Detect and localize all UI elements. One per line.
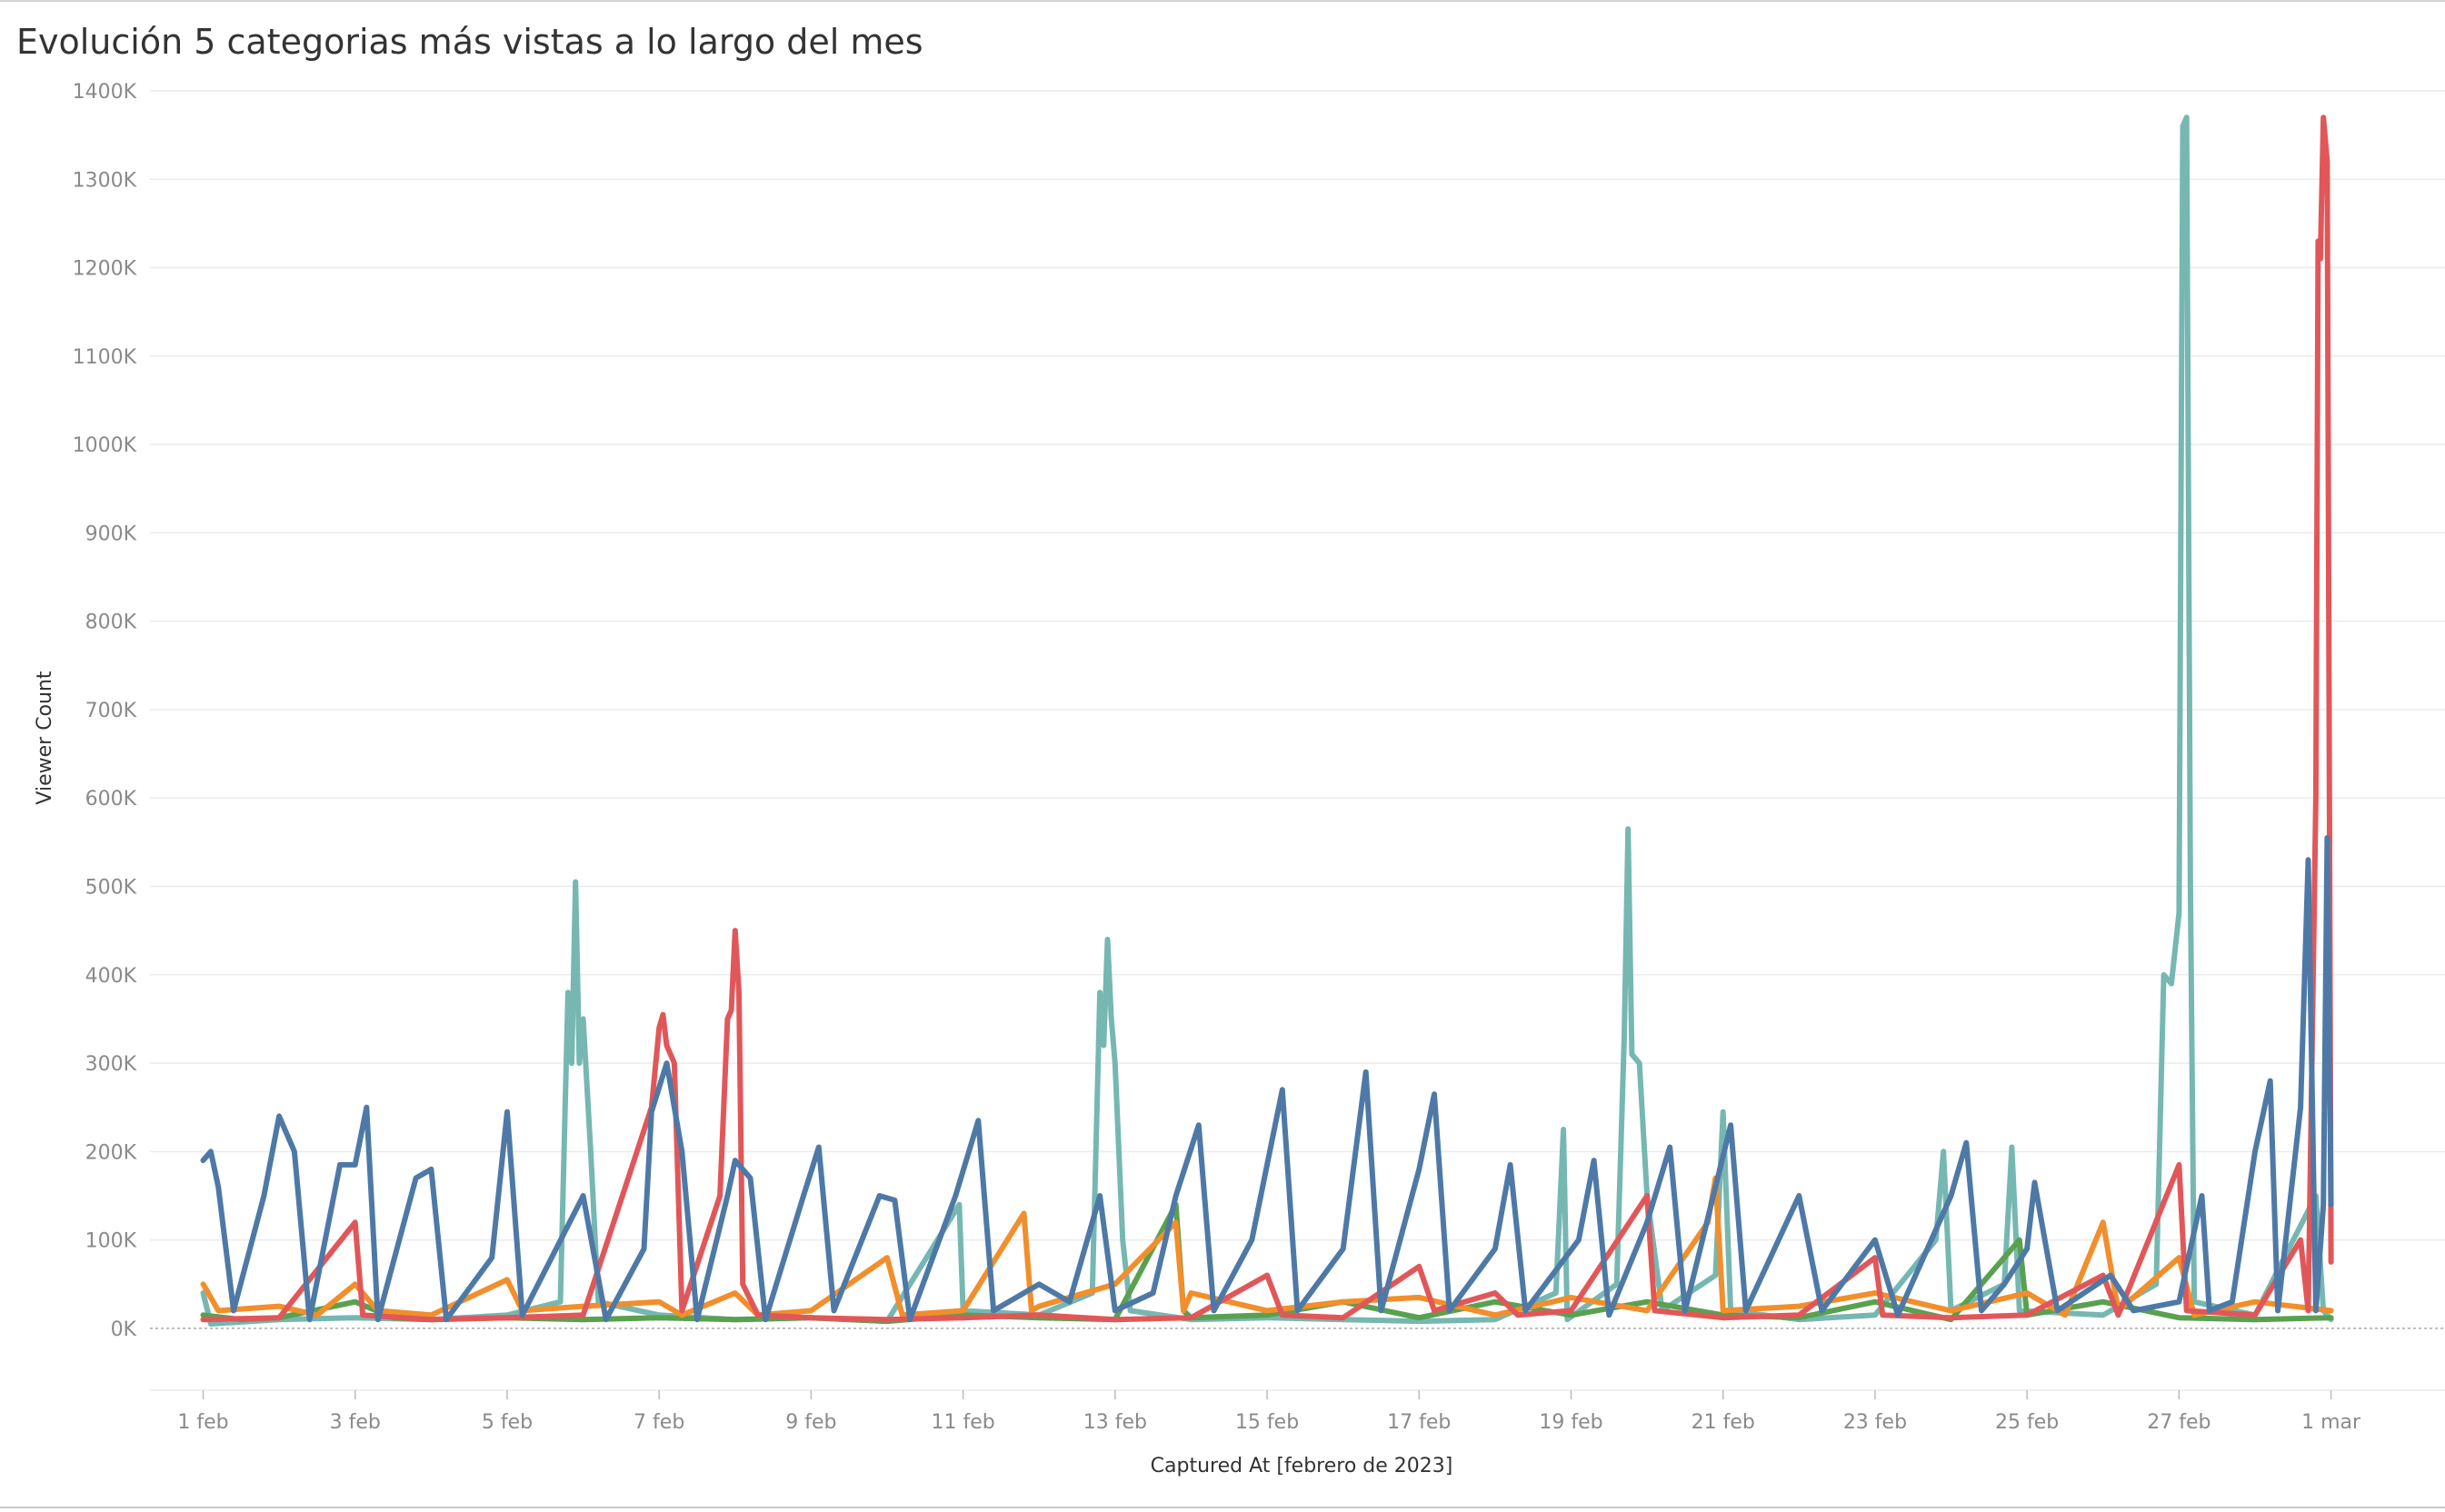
x-tick-label: 23 feb bbox=[1843, 1411, 1907, 1434]
x-tick-label: 13 feb bbox=[1083, 1411, 1147, 1434]
y-axis-ticks: 0K 100K 200K 300K 400K 500K 600K 700K 800K 900K 10… bbox=[73, 81, 137, 1341]
x-tick-label: 21 feb bbox=[1692, 1411, 1755, 1434]
y-tick-label: 1200K bbox=[73, 258, 137, 281]
y-tick-label: 900K bbox=[85, 522, 137, 545]
y-tick-label: 200K bbox=[85, 1141, 137, 1164]
y-tick-label: 500K bbox=[85, 877, 137, 900]
x-tick-label: 15 feb bbox=[1235, 1411, 1299, 1434]
x-axis-ticks: 1 feb 3 feb 5 feb 7 feb 9 feb 11 feb 13 feb 15 … bbox=[177, 1390, 2361, 1434]
y-tick-label: 1000K bbox=[73, 434, 137, 457]
y-tick-label: 1100K bbox=[73, 346, 137, 369]
top-border bbox=[0, 0, 2445, 2]
y-tick-label: 1300K bbox=[73, 169, 137, 192]
x-axis-title: Captured At [febrero de 2023] bbox=[1151, 1455, 1453, 1477]
x-tick-label: 5 feb bbox=[482, 1411, 533, 1434]
series-line-1 bbox=[200, 114, 2334, 1327]
x-tick-label: 17 feb bbox=[1387, 1411, 1451, 1434]
series-line-4 bbox=[200, 114, 2334, 1323]
x-tick-label: 1 mar bbox=[2301, 1411, 2361, 1434]
x-tick-label: 25 feb bbox=[1995, 1411, 2059, 1434]
bottom-border bbox=[0, 1507, 2445, 1508]
series-line-3 bbox=[200, 1175, 2334, 1318]
x-tick-label: 7 feb bbox=[634, 1411, 684, 1434]
y-tick-label: 100K bbox=[85, 1230, 137, 1253]
y-tick-label: 0K bbox=[111, 1318, 137, 1341]
y-tick-label: 600K bbox=[85, 788, 137, 811]
y-tick-label: 400K bbox=[85, 965, 137, 988]
series-line-5 bbox=[200, 835, 2334, 1323]
x-tick-label: 3 feb bbox=[330, 1411, 381, 1434]
x-tick-label: 1 feb bbox=[177, 1411, 228, 1434]
y-axis-title: Viewer Count bbox=[34, 671, 56, 804]
series-lines bbox=[200, 114, 2334, 1327]
y-tick-label: 1400K bbox=[73, 81, 137, 104]
x-tick-label: 19 feb bbox=[1539, 1411, 1602, 1434]
x-tick-label: 11 feb bbox=[932, 1411, 995, 1434]
x-tick-label: 27 feb bbox=[2147, 1411, 2210, 1434]
y-tick-label: 700K bbox=[85, 700, 137, 722]
x-tick-label: 9 feb bbox=[785, 1411, 836, 1434]
y-tick-label: 800K bbox=[85, 612, 137, 634]
chart-title: Evolución 5 categorias más vistas a lo l… bbox=[16, 22, 923, 62]
y-tick-label: 300K bbox=[85, 1053, 137, 1076]
gridlines bbox=[150, 90, 2445, 1391]
